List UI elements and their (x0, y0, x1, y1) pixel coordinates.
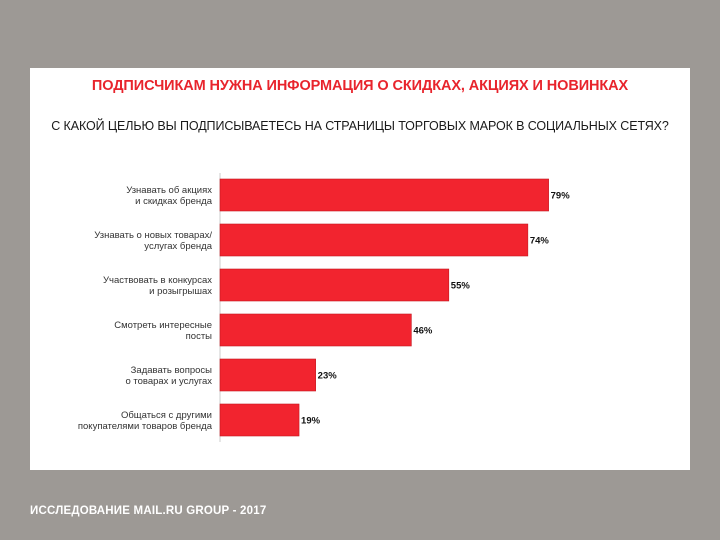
bar-1 (219, 223, 529, 257)
value-label-4: 23% (318, 371, 338, 382)
chart-subtitle: С КАКОЙ ЦЕЛЬЮ ВЫ ПОДПИСЫВАЕТЕСЬ НА СТРАН… (51, 119, 669, 133)
bar-4 (219, 358, 316, 392)
value-label-1: 74% (530, 236, 550, 247)
bar-chart: 79% Узнавать об акциях и скидках бренда 74%… (78, 173, 571, 442)
value-label-5: 19% (301, 416, 321, 427)
value-label-3: 46% (413, 326, 433, 337)
value-label-2: 55% (451, 281, 471, 292)
category-label-0: Узнавать об акциях и скидках бренда (126, 185, 213, 207)
value-label-0: 79% (551, 191, 571, 202)
category-label-3: Смотреть интересные посты (114, 320, 212, 342)
bar-2 (219, 268, 450, 302)
chart-title: ПОДПИСЧИКАМ НУЖНА ИНФОРМАЦИЯ О СКИДКАХ, … (91, 78, 629, 94)
footer-source: ИССЛЕДОВАНИЕ MAIL.RU GROUP - 2017 (30, 505, 267, 517)
category-label-2: Участвовать в конкурсах и розыгрышах (103, 275, 212, 297)
bar-3 (219, 313, 412, 347)
bar-5 (219, 403, 300, 437)
category-label-4: Задавать вопросы о товарах и услугах (125, 365, 212, 387)
category-label-5: Общаться с другими покупателями товаров б… (78, 410, 213, 432)
bar-0 (219, 178, 549, 212)
category-label-1: Узнавать о новых товарах/услугах бренда (94, 230, 212, 252)
chart-panel: ПОДПИСЧИКАМ НУЖНА ИНФОРМАЦИЯ О СКИДКАХ, … (30, 68, 690, 470)
